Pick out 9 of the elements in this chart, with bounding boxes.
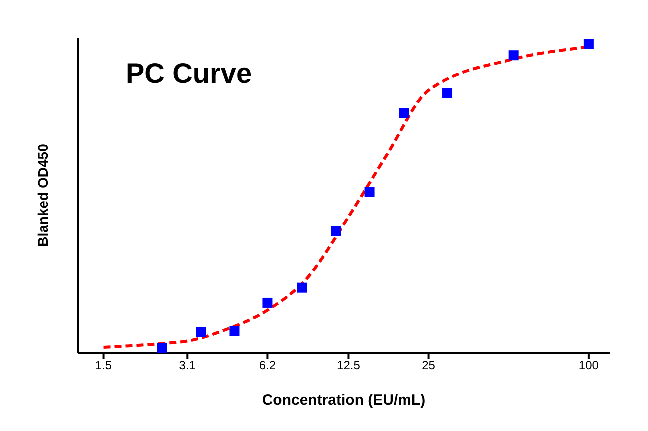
- x-axis-title: Concentration (EU/mL): [262, 392, 426, 409]
- text: PC Curve: [126, 58, 252, 89]
- x-tick-label: 100: [578, 358, 600, 373]
- x-tick-label: 3.1: [179, 358, 196, 373]
- x-tick-label: 12.5: [337, 358, 361, 373]
- x-tick-label: 6.2: [259, 358, 276, 373]
- x-tick-label: 1.5: [95, 358, 112, 373]
- x-tick-label: 25: [422, 358, 436, 373]
- y-axis-title: Blanked OD450: [34, 144, 51, 247]
